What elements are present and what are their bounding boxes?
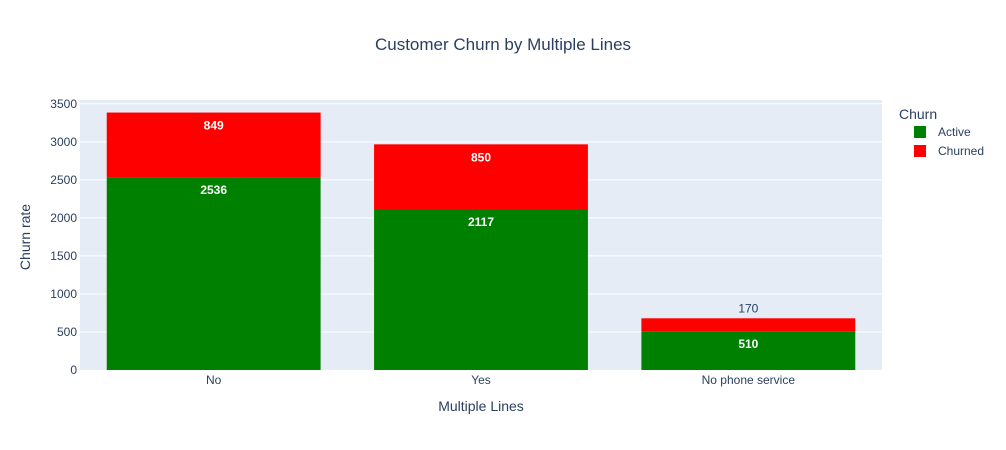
y-tick-label: 0 bbox=[70, 363, 77, 377]
bar-value-label: 850 bbox=[471, 150, 491, 164]
legend-swatch bbox=[914, 126, 926, 138]
y-tick-label: 3500 bbox=[50, 97, 77, 111]
bar-churned-no[interactable] bbox=[106, 112, 321, 178]
legend-items: Active Churned bbox=[914, 125, 984, 158]
bar-value-label: 849 bbox=[204, 119, 224, 133]
legend-swatch bbox=[914, 145, 926, 157]
x-axis-ticks: No Yes No phone service bbox=[206, 373, 795, 387]
legend-label: Active bbox=[938, 125, 971, 139]
bar-active-no[interactable] bbox=[106, 177, 321, 370]
y-tick-label: 500 bbox=[57, 325, 77, 339]
y-tick-label: 1000 bbox=[50, 287, 77, 301]
legend-item-churned[interactable]: Churned bbox=[914, 144, 984, 158]
bar-active-no-phone-service[interactable] bbox=[641, 331, 856, 370]
x-tick-label: Yes bbox=[471, 373, 491, 387]
chart-title: Customer Churn by Multiple Lines bbox=[375, 35, 631, 54]
bar-value-label: 2536 bbox=[200, 183, 227, 197]
legend-label: Churned bbox=[938, 144, 984, 158]
legend: Churn Active Churned bbox=[899, 106, 984, 158]
x-axis-title: Multiple Lines bbox=[438, 398, 524, 414]
y-axis-title: Churn rate bbox=[17, 204, 33, 270]
bar-value-label: 2117 bbox=[468, 215, 494, 229]
y-tick-label: 2500 bbox=[50, 173, 77, 187]
x-tick-label: No phone service bbox=[702, 373, 796, 387]
x-tick-label: No bbox=[206, 373, 222, 387]
bar-churned-no-phone-service[interactable] bbox=[641, 318, 856, 332]
bar-active-yes[interactable] bbox=[374, 208, 588, 370]
bar-value-label: 510 bbox=[738, 337, 758, 351]
y-axis-ticks: 0 500 1000 1500 2000 2500 3000 3500 bbox=[50, 97, 77, 377]
bar-labels: 2536 849 2117 850 510 170 bbox=[200, 119, 758, 352]
legend-title: Churn bbox=[899, 106, 937, 122]
y-tick-label: 2000 bbox=[50, 211, 77, 225]
bars bbox=[106, 112, 856, 370]
bar-churned-yes[interactable] bbox=[374, 144, 588, 209]
bar-value-label: 170 bbox=[738, 301, 758, 315]
y-tick-label: 1500 bbox=[50, 249, 77, 263]
legend-item-active[interactable]: Active bbox=[914, 125, 971, 139]
y-tick-label: 3000 bbox=[50, 135, 77, 149]
